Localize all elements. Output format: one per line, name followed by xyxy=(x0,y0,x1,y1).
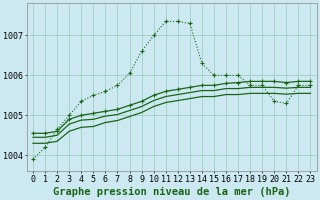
X-axis label: Graphe pression niveau de la mer (hPa): Graphe pression niveau de la mer (hPa) xyxy=(53,186,291,197)
